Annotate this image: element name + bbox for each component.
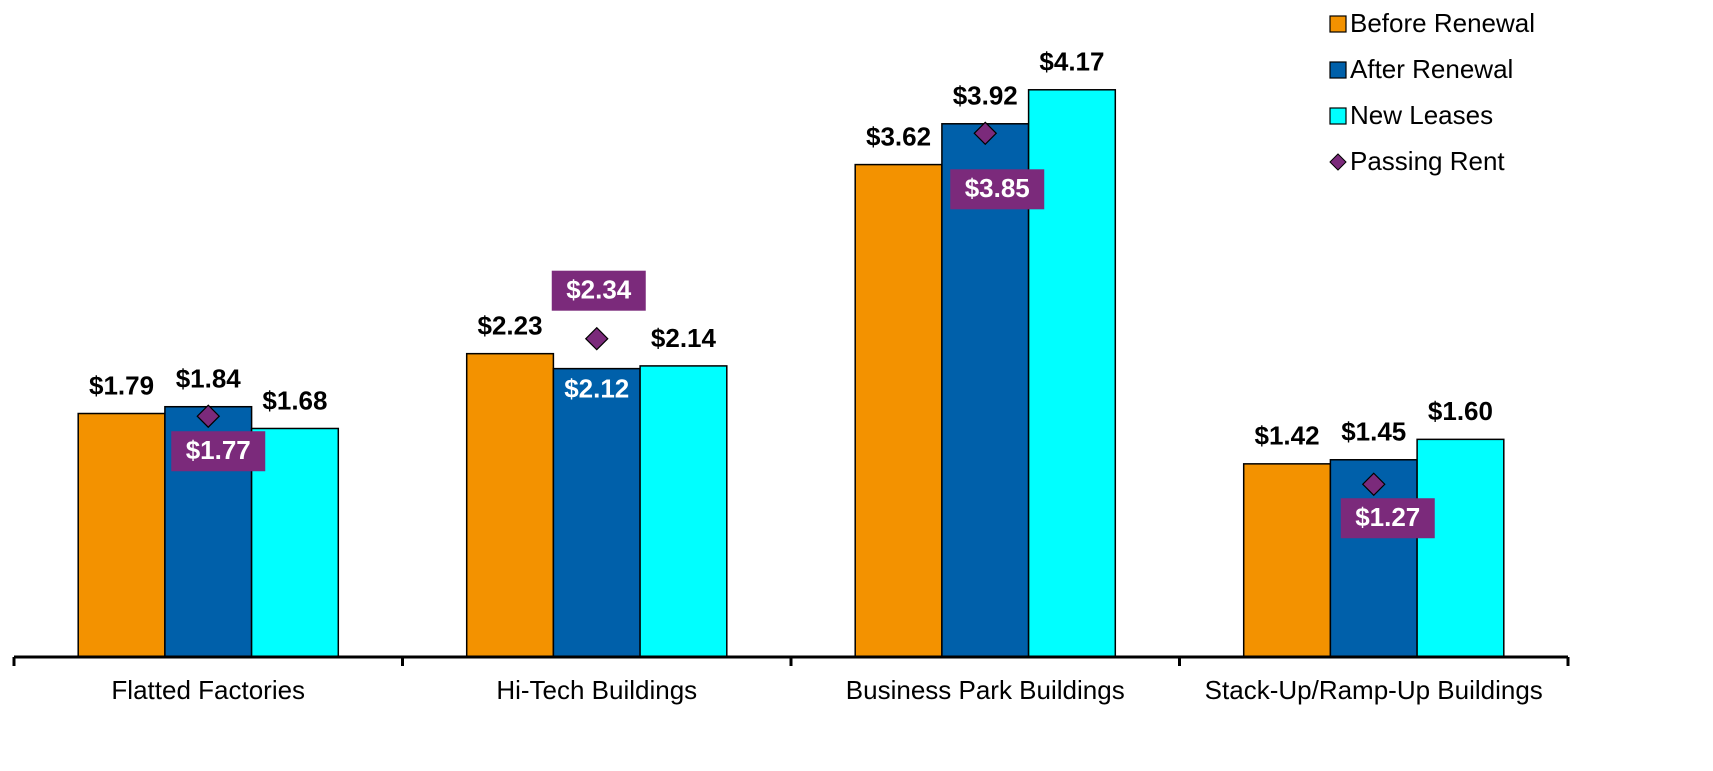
passing-rent-label-box xyxy=(950,169,1045,210)
bar xyxy=(1242,463,1332,658)
x-tick-label: Stack-Up/Ramp-Up Buildings xyxy=(1205,675,1543,705)
passing-rent-marker xyxy=(196,404,221,429)
bar xyxy=(465,352,555,658)
data-label: $4.17 xyxy=(1039,47,1104,77)
legend-marker xyxy=(1329,153,1347,171)
x-tick-label: Hi-Tech Buildings xyxy=(496,675,697,705)
bar xyxy=(77,412,166,658)
data-label: $2.23 xyxy=(478,311,543,341)
passing-rent-marker xyxy=(584,326,609,351)
passing-rent-marker xyxy=(1361,472,1386,497)
data-label: $1.42 xyxy=(1255,421,1320,451)
passing-rent-label-box xyxy=(1340,498,1435,539)
data-label: $1.60 xyxy=(1428,396,1493,426)
legend-swatch xyxy=(1329,107,1347,125)
legend-swatch xyxy=(1329,15,1347,33)
legend-label: New Leases xyxy=(1350,100,1493,130)
legend-swatch xyxy=(1329,61,1347,79)
legend-label: After Renewal xyxy=(1350,54,1513,84)
data-label: $1.68 xyxy=(262,385,327,415)
data-label: $3.92 xyxy=(953,81,1018,111)
passing-rent-label: $2.34 xyxy=(566,275,632,305)
passing-rent-marker xyxy=(973,121,998,146)
passing-rent-label: $1.27 xyxy=(1355,502,1420,532)
x-tick-label: Flatted Factories xyxy=(111,675,305,705)
legend-label: Passing Rent xyxy=(1350,146,1505,176)
bar xyxy=(639,365,728,658)
passing-rent-label: $3.85 xyxy=(965,173,1030,203)
passing-rent-label-box xyxy=(171,431,266,472)
bar xyxy=(1416,438,1505,658)
legend-label: Before Renewal xyxy=(1350,8,1535,38)
bar xyxy=(552,367,641,658)
data-label: $2.14 xyxy=(651,323,717,353)
passing-rent-label: $1.77 xyxy=(186,435,251,465)
bar xyxy=(941,123,1030,658)
passing-rent-label-box xyxy=(551,270,646,311)
data-label: $3.62 xyxy=(866,121,931,151)
data-label: $2.12 xyxy=(564,374,629,404)
data-label: $1.79 xyxy=(89,370,154,400)
data-label: $1.84 xyxy=(176,364,242,394)
x-tick-label: Business Park Buildings xyxy=(846,675,1125,705)
data-label: $1.45 xyxy=(1341,417,1406,447)
bar xyxy=(250,427,340,658)
bar xyxy=(854,163,943,658)
